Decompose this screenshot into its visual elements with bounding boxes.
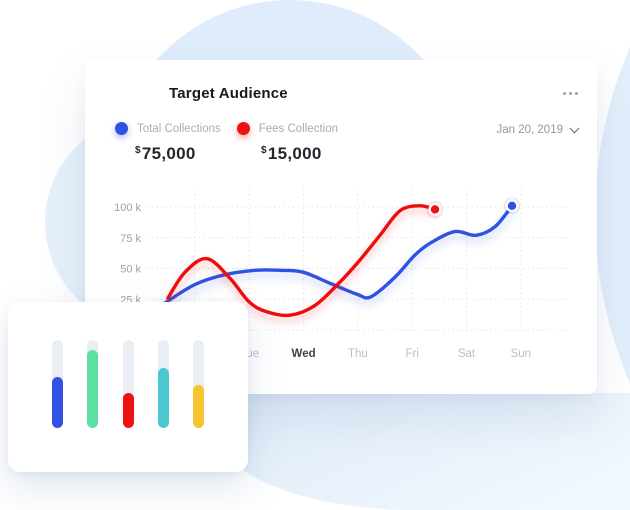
series-end-dot-total-collections[interactable] — [507, 201, 517, 210]
x-axis-label-sat: Sat — [458, 348, 476, 360]
x-axis-label-thu: Thu — [348, 348, 368, 360]
line-chart: 100 k75 k50 k25 kMonTueWedThuFriSatSun — [114, 189, 567, 360]
background-blob-right — [595, 47, 630, 383]
blue-dot-icon — [115, 122, 128, 135]
bar-teal-track — [157, 340, 169, 428]
page-title: Target Audience — [169, 85, 288, 102]
more-options-button[interactable] — [560, 89, 581, 98]
legend-label: Fees Collection — [258, 122, 338, 135]
red-dot-icon — [236, 122, 250, 135]
x-axis-label-fri: Fri — [405, 348, 418, 360]
y-axis-label: 75 k — [120, 233, 141, 245]
bar-red-fill — [122, 392, 134, 428]
bar-teal-fill — [157, 368, 169, 428]
currency-symbol: $ — [135, 145, 141, 156]
series-end-dot-fees-collection[interactable] — [430, 205, 440, 214]
bar-yellow-fill — [193, 384, 204, 428]
bar-green-track — [87, 340, 99, 428]
y-axis-label: 50 k — [120, 264, 141, 276]
date-filter-label: Jan 20, 2019 — [496, 124, 563, 136]
background-blob-bottom — [211, 393, 630, 510]
mini-bar-chart-card — [8, 302, 248, 472]
bar-yellow-track — [193, 340, 204, 428]
x-axis-label-wed: Wed — [292, 348, 316, 360]
chart-legend: Total Collections Fees Collection — [115, 122, 338, 135]
x-axis-label-sun: Sun — [511, 348, 531, 360]
date-filter-dropdown[interactable]: Jan 20, 2019 — [496, 123, 580, 136]
fees-collection-value: $15,000 — [261, 144, 322, 163]
legend-item-total-collections[interactable]: Total Collections — [115, 122, 221, 135]
legend-label: Total Collections — [137, 122, 221, 135]
bar-green-fill — [87, 349, 99, 428]
series-line-total-collections — [163, 204, 514, 305]
total-collections-value: $75,000 — [135, 144, 196, 163]
currency-symbol: $ — [261, 145, 267, 156]
y-axis-label: 100 k — [114, 202, 141, 214]
legend-item-fees-collection[interactable]: Fees Collection — [236, 122, 338, 135]
chevron-down-icon — [569, 123, 580, 134]
bar-red-track — [122, 340, 134, 428]
target-audience-card: Target Audience Total Collections Fees C… — [85, 60, 597, 394]
series-line-fees-collection — [166, 204, 437, 318]
bar-blue-track — [52, 340, 63, 428]
bar-blue-fill — [52, 376, 63, 428]
ellipsis-icon — [563, 92, 566, 95]
